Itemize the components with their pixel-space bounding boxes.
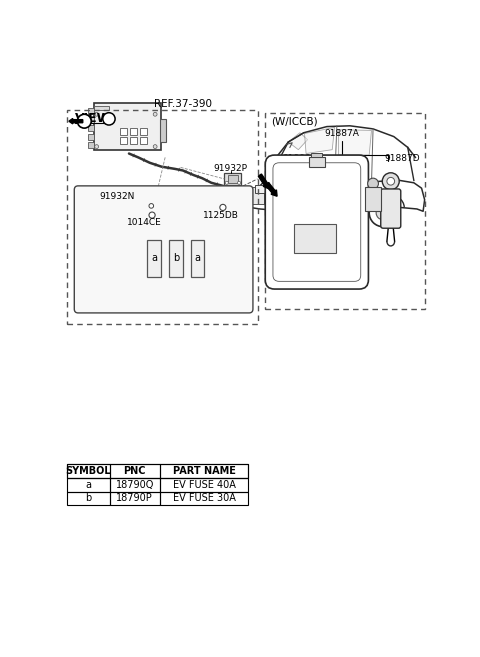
Bar <box>67 464 248 478</box>
Polygon shape <box>288 133 308 150</box>
Polygon shape <box>338 129 372 155</box>
Bar <box>130 137 137 145</box>
Bar <box>88 116 94 123</box>
Text: 91932P: 91932P <box>214 164 248 173</box>
FancyBboxPatch shape <box>381 189 401 228</box>
Bar <box>110 491 160 505</box>
Text: 91887A: 91887A <box>325 129 360 138</box>
Text: PNC: PNC <box>123 466 146 476</box>
Bar <box>146 196 156 204</box>
Circle shape <box>149 204 154 208</box>
Circle shape <box>95 145 98 148</box>
Text: 18790P: 18790P <box>116 493 153 503</box>
Text: b: b <box>173 253 179 263</box>
Bar <box>88 125 94 131</box>
Bar <box>160 119 166 142</box>
Circle shape <box>149 212 155 218</box>
Text: 1014CE: 1014CE <box>127 217 162 227</box>
Bar <box>294 223 336 253</box>
Bar <box>147 240 161 277</box>
Bar <box>110 464 160 478</box>
Circle shape <box>77 114 91 128</box>
Bar <box>67 464 110 478</box>
Text: 91999A: 91999A <box>282 154 317 164</box>
Text: 18790Q: 18790Q <box>116 480 154 489</box>
Circle shape <box>225 181 228 185</box>
Circle shape <box>103 113 115 125</box>
Bar <box>94 104 161 150</box>
Bar <box>140 137 147 145</box>
Text: VIEW: VIEW <box>75 112 111 125</box>
Bar <box>160 491 248 505</box>
Bar <box>88 108 94 114</box>
Circle shape <box>376 206 390 219</box>
Bar <box>88 142 94 148</box>
Text: 1125DB: 1125DB <box>204 212 240 220</box>
Bar <box>67 110 258 325</box>
Circle shape <box>287 206 300 219</box>
Circle shape <box>368 178 378 189</box>
Text: REF.37-390: REF.37-390 <box>154 99 212 109</box>
Bar <box>265 113 425 309</box>
Bar <box>160 464 248 478</box>
Text: PART NAME: PART NAME <box>173 466 236 476</box>
Text: A: A <box>106 114 112 124</box>
Bar <box>120 137 127 145</box>
Text: a: a <box>85 480 92 489</box>
Polygon shape <box>304 127 335 154</box>
Bar <box>67 478 110 491</box>
Text: (W/ICCB): (W/ICCB) <box>271 116 318 126</box>
Bar <box>225 173 241 185</box>
Bar <box>110 478 160 491</box>
FancyArrow shape <box>69 118 83 124</box>
Circle shape <box>280 199 308 227</box>
Bar <box>140 128 147 135</box>
FancyArrow shape <box>266 183 277 196</box>
Text: EV FUSE 30A: EV FUSE 30A <box>173 493 236 503</box>
Circle shape <box>382 173 399 190</box>
Text: A: A <box>81 116 88 126</box>
Bar <box>228 175 238 183</box>
Text: EV FUSE 40A: EV FUSE 40A <box>173 480 236 489</box>
Text: 91887D: 91887D <box>384 154 420 164</box>
Bar <box>169 240 183 277</box>
Circle shape <box>95 112 98 116</box>
Bar <box>94 106 109 110</box>
Bar <box>67 491 110 505</box>
Bar <box>365 187 381 210</box>
FancyBboxPatch shape <box>265 155 369 289</box>
Circle shape <box>387 177 395 185</box>
Text: b: b <box>85 493 92 503</box>
Text: 91932N: 91932N <box>99 192 134 201</box>
Bar <box>252 187 264 204</box>
Bar <box>191 240 204 277</box>
Bar <box>88 133 94 140</box>
Bar <box>130 128 137 135</box>
Bar <box>309 158 324 167</box>
FancyArrow shape <box>258 174 269 189</box>
Circle shape <box>153 112 157 116</box>
Text: a: a <box>151 253 157 263</box>
Text: SYMBOL: SYMBOL <box>66 466 111 476</box>
Circle shape <box>369 199 397 227</box>
Bar <box>255 185 269 193</box>
Bar <box>312 153 322 158</box>
FancyBboxPatch shape <box>74 186 253 313</box>
Text: a: a <box>194 253 201 263</box>
Bar <box>120 128 127 135</box>
Circle shape <box>153 145 157 148</box>
Bar <box>160 478 248 491</box>
Circle shape <box>220 204 226 210</box>
Circle shape <box>238 181 240 185</box>
